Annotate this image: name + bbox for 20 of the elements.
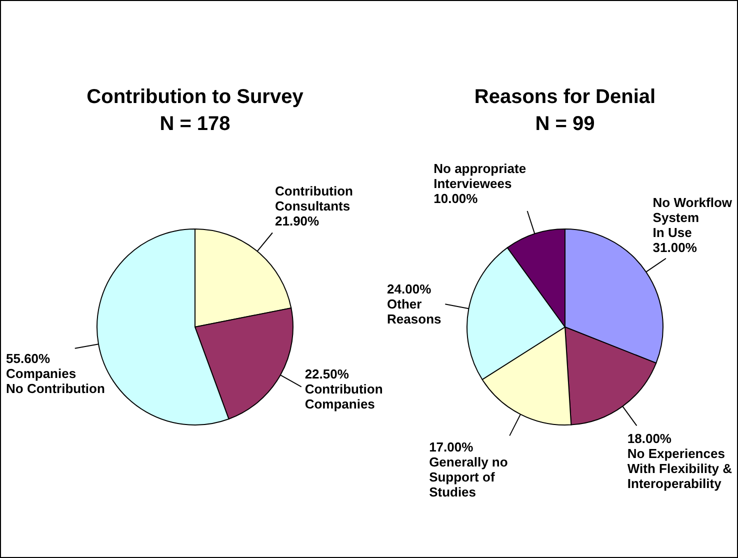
data-label: 24.00% <box>387 281 432 296</box>
slice-label: Other Reasons <box>387 296 442 326</box>
slice-label: No appropriate Interviewees <box>434 161 526 192</box>
slice-label: Contribution Consultants <box>275 184 354 214</box>
data-label: 18.00% <box>627 430 672 446</box>
data-label: 55.60% <box>6 351 51 366</box>
data-label: 21.90% <box>275 214 320 229</box>
slice-label: No Experiences With Flexibility & Interoperability <box>627 446 732 491</box>
chart-subtitle: N = 99 <box>535 113 595 135</box>
data-label: 17.00% <box>429 439 474 454</box>
data-label: 31.00% <box>652 240 698 256</box>
chart-title: Contribution to Survey <box>86 86 304 108</box>
slice-label: Generally no Support of Studies <box>429 454 508 500</box>
data-label: 22.50% <box>304 366 350 382</box>
data-label: 10.00% <box>434 191 478 206</box>
slice-label: Contribution Companies <box>304 382 383 412</box>
chart-title: Reasons for Denial <box>474 86 656 108</box>
chart-subtitle: N = 178 <box>160 113 230 135</box>
slice-label: No Workflow System In Use <box>652 195 733 240</box>
slice-label: Companies No Contribution <box>6 366 105 396</box>
